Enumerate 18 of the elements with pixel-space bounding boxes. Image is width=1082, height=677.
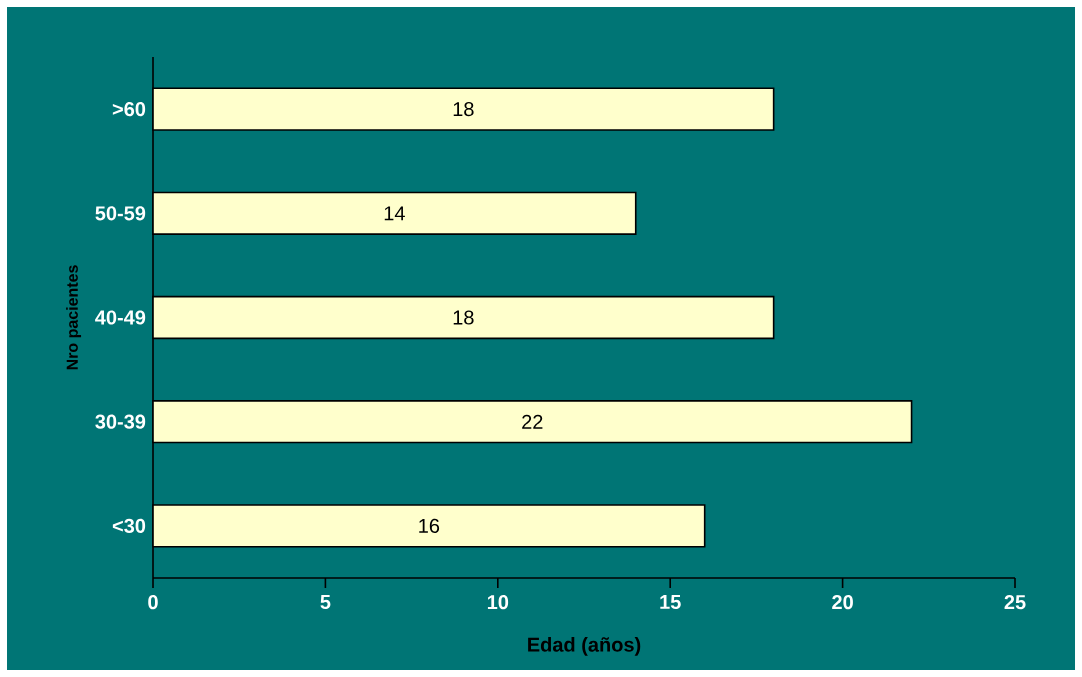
x-tick-label: 10 [487, 595, 509, 610]
data-label: 16 [419, 518, 440, 533]
y-tick-label: >60 [112, 102, 146, 117]
data-label: 18 [453, 310, 474, 325]
data-label: 14 [384, 206, 405, 221]
data-label: 22 [522, 414, 543, 429]
data-label: 18 [453, 102, 474, 117]
y-tick-label: 30-39 [95, 414, 146, 429]
x-tick-label: 15 [660, 595, 681, 610]
y-tick-label: 40-49 [95, 310, 146, 325]
x-tick-label: 25 [1004, 595, 1026, 610]
x-axis-title: Edad (años) [528, 637, 641, 656]
y-tick-label: <30 [112, 518, 146, 533]
y-axis-title: Nro pacientes [66, 265, 82, 370]
y-tick-label: 50-59 [95, 206, 146, 221]
x-tick-label: 20 [832, 595, 853, 610]
x-tick-label: 5 [320, 595, 331, 610]
x-tick-label: 0 [148, 595, 158, 610]
